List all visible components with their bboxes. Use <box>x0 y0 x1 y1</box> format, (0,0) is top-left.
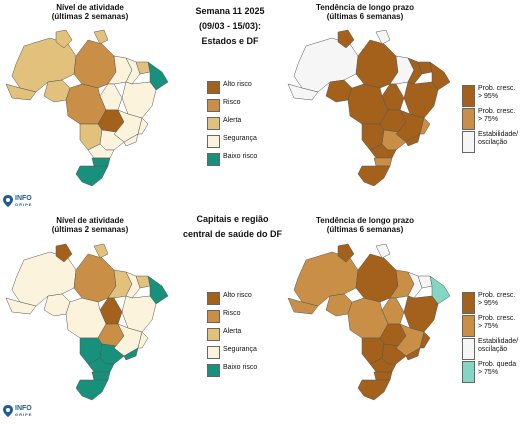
legend-swatch <box>462 131 475 153</box>
title-line-2: (últimas 6 semanas) <box>326 225 404 234</box>
legend-label: Prob. cresc. > 95% <box>478 292 516 307</box>
trend-map-states <box>287 29 451 187</box>
infogripe-logo: INFO GRIPE <box>3 405 32 417</box>
legend-label: Alto risco <box>223 292 252 299</box>
trend-legend-top: Prob. cresc. > 95% Prob. cresc. > 75% Esta… <box>462 85 518 153</box>
legend-item: Prob. cresc. > 75% <box>462 108 518 130</box>
logo-sub: GRIPE <box>15 201 33 207</box>
legend-label: Estabilidade/oscilação <box>478 131 519 146</box>
title-line-2: (últimas 2 semanas) <box>51 225 129 234</box>
title-line-2: (últimas 2 semanas) <box>51 12 129 21</box>
legend-swatch <box>462 292 475 314</box>
legend-swatch <box>462 338 475 360</box>
legend-swatch <box>207 99 220 112</box>
title-line-1: Tendência de longo prazo <box>315 3 415 12</box>
legend-label: Baixo risco <box>223 153 258 160</box>
activity-map-states <box>5 29 169 187</box>
legend-swatch <box>462 315 475 337</box>
legend-item: Baixo risco <box>207 364 257 377</box>
legend-item: Prob. cresc. > 95% <box>462 85 518 107</box>
week-label: Semana 11 2025 <box>195 6 265 16</box>
legend-swatch <box>207 81 220 94</box>
legend-item: Alto risco <box>207 81 257 94</box>
activity-legend-top: Alto risco Risco Alerta Segurança Baixo … <box>207 81 257 166</box>
trend-map-title-bottom: Tendência de longo prazo (últimas 6 sema… <box>290 216 440 234</box>
legend-swatch <box>207 346 220 359</box>
legend-item: Estabilidade/oscilação <box>462 131 518 153</box>
logo-name: INFO <box>15 194 32 202</box>
week-header: Semana 11 2025 (09/03 - 15/03): Estados … <box>170 4 290 49</box>
legend-swatch <box>207 153 220 166</box>
legend-label: Prob. cresc. > 95% <box>478 85 516 100</box>
legend-swatch <box>462 361 475 383</box>
legend-label: Estabilidade/oscilação <box>478 338 519 353</box>
title-line-1: Nível de atividade <box>56 216 124 225</box>
activity-map-capitals <box>5 243 169 401</box>
legend-item: Alerta <box>207 328 257 341</box>
location-pin-icon <box>3 195 13 207</box>
legend-item: Prob. queda > 75% <box>462 361 518 383</box>
legend-label: Prob. cresc. > 75% <box>478 315 516 330</box>
legend-swatch <box>207 364 220 377</box>
date-range: (09/03 - 15/03): <box>198 21 262 31</box>
legend-item: Alto risco <box>207 292 257 305</box>
legend-item: Prob. cresc. > 95% <box>462 292 518 314</box>
location-pin-icon <box>3 405 13 417</box>
legend-swatch <box>462 85 475 107</box>
legend-swatch <box>207 292 220 305</box>
legend-item: Segurança <box>207 346 257 359</box>
legend-swatch <box>207 117 220 130</box>
logo-name: INFO <box>15 404 32 412</box>
title-line-1: Nível de atividade <box>56 3 124 12</box>
trend-legend-bottom: Prob. cresc. > 95% Prob. cresc. > 75% Esta… <box>462 292 518 383</box>
scope-header-bottom: Capitais e região central de saúde do DF <box>165 212 300 242</box>
title-line-2: (últimas 6 semanas) <box>326 12 404 21</box>
legend-label: Baixo risco <box>223 364 258 371</box>
legend-label: Prob. cresc. > 75% <box>478 108 516 123</box>
legend-item: Risco <box>207 99 257 112</box>
scope-line-2: central de saúde do DF <box>182 229 283 239</box>
legend-label: Segurança <box>223 135 257 142</box>
legend-label: Segurança <box>223 346 257 353</box>
legend-item: Risco <box>207 310 257 323</box>
legend-item: Segurança <box>207 135 257 148</box>
scope-label: Estados e DF <box>201 36 259 46</box>
legend-label: Alerta <box>223 328 242 335</box>
legend-swatch <box>207 310 220 323</box>
legend-item: Alerta <box>207 117 257 130</box>
activity-map-title-top: Nível de atividade (últimas 2 semanas) <box>30 3 150 21</box>
legend-item: Prob. cresc. > 75% <box>462 315 518 337</box>
legend-label: Risco <box>223 310 241 317</box>
activity-map-title-bottom: Nível de atividade (últimas 2 semanas) <box>30 216 150 234</box>
legend-swatch <box>462 108 475 130</box>
legend-item: Baixo risco <box>207 153 257 166</box>
legend-swatch <box>207 135 220 148</box>
legend-label: Alto risco <box>223 81 252 88</box>
legend-label: Prob. queda > 75% <box>478 361 517 376</box>
legend-swatch <box>207 328 220 341</box>
scope-line-1: Capitais e região <box>196 214 269 224</box>
infogripe-logo: INFO GRIPE <box>3 195 32 207</box>
trend-map-capitals <box>287 243 451 401</box>
logo-sub: GRIPE <box>15 411 33 417</box>
legend-label: Alerta <box>223 117 242 124</box>
trend-map-title-top: Tendência de longo prazo (últimas 6 sema… <box>290 3 440 21</box>
legend-label: Risco <box>223 99 241 106</box>
activity-legend-bottom: Alto risco Risco Alerta Segurança Baixo … <box>207 292 257 377</box>
legend-item: Estabilidade/oscilação <box>462 338 518 360</box>
title-line-1: Tendência de longo prazo <box>315 216 415 225</box>
